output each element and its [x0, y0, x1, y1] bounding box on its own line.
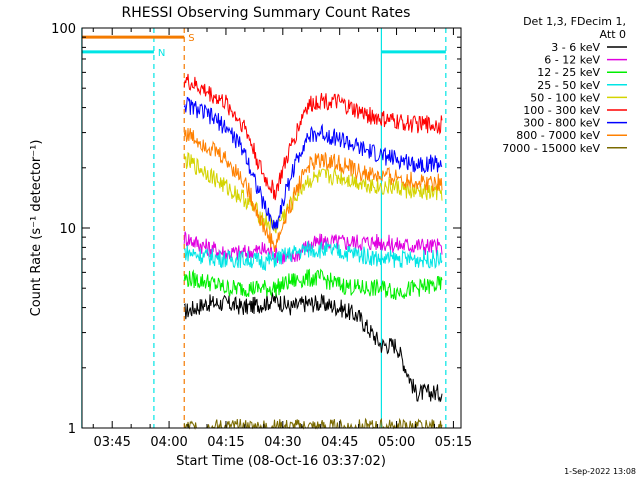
legend-entry-label: 12 - 25 keV — [537, 66, 600, 79]
series-line — [183, 73, 443, 201]
x-tick-label: 05:00 — [378, 435, 415, 450]
timestamp: 1-Sep-2022 13:08 — [564, 467, 636, 476]
legend-entry-label: 3 - 6 keV — [551, 41, 600, 54]
chart-title: RHESSI Observing Summary Count Rates — [122, 5, 411, 21]
x-tick-label: 05:15 — [435, 435, 472, 450]
flag-label: S — [188, 33, 194, 44]
flag-label: N — [158, 48, 165, 59]
legend-header-line-2: Att 0 — [600, 28, 626, 41]
x-axis-label: Start Time (08-Oct-16 03:37:02) — [176, 454, 386, 469]
plot-data-layer: SN — [81, 28, 447, 430]
legend-entry-label: 800 - 7000 keV — [516, 129, 600, 142]
series-line — [183, 96, 443, 231]
x-tick-label: 04:00 — [150, 435, 187, 450]
series-line — [183, 292, 443, 403]
y-tick-label: 1 — [68, 422, 76, 437]
series-line — [183, 127, 443, 252]
x-tick-label: 04:15 — [207, 435, 244, 450]
y-axis-label: Count Rate (s⁻¹ detector⁻¹) — [29, 140, 44, 317]
x-tick-label: 03:45 — [93, 435, 130, 450]
axes: 03:45 04:00 04:15 04:30 04:45 05:00 05:15 1 10 10… — [51, 22, 472, 450]
legend-entry-label: 25 - 50 keV — [537, 79, 600, 92]
y-tick-label: 10 — [59, 222, 76, 237]
series-line — [183, 417, 443, 430]
legend-header-line-1: Det 1,3, FDecim 1, — [523, 15, 626, 28]
x-tick-label: 04:30 — [264, 435, 301, 450]
legend-entry-label: 50 - 100 keV — [530, 91, 600, 104]
series-line — [183, 268, 443, 301]
series-line — [183, 240, 443, 272]
legend-entry-label: 6 - 12 keV — [544, 54, 600, 67]
legend-entry-label: 100 - 300 keV — [523, 104, 600, 117]
x-tick-label: 04:45 — [321, 435, 358, 450]
legend-entry-label: 7000 - 15000 keV — [502, 142, 600, 155]
series-line — [183, 151, 443, 234]
legend-entry-label: 300 - 800 keV — [523, 117, 600, 130]
y-tick-label: 100 — [51, 22, 76, 37]
